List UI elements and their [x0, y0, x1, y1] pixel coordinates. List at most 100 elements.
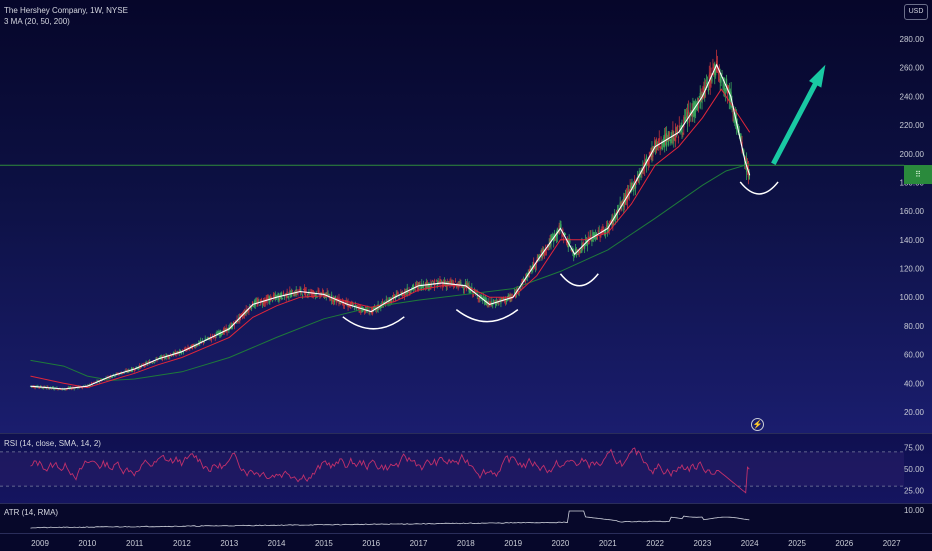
price-tick-label: 80.00	[904, 322, 925, 331]
candle-body	[434, 284, 437, 286]
candle-body	[363, 311, 366, 313]
candle-body	[201, 340, 204, 342]
candle-body	[669, 140, 671, 142]
candle-body	[425, 283, 427, 289]
candle-body	[81, 387, 83, 389]
price-chart-canvas[interactable]: 280.00260.00240.00220.00200.00180.00160.…	[0, 0, 932, 433]
candle-body	[223, 328, 225, 332]
candle-body	[302, 289, 305, 291]
rsi-pane[interactable]: 75.00 50.00 25.00 RSI (14, close, SMA, 14,…	[0, 433, 932, 504]
candle-body	[221, 332, 224, 335]
candle-body	[503, 296, 505, 300]
time-axis[interactable]: 2009 2010 2011 2012 2013 2014 2015 2016 2017 2018…	[0, 533, 932, 551]
atr-tick-label: 10.00	[904, 506, 925, 515]
candle-body	[371, 308, 373, 314]
candle-body	[410, 291, 412, 294]
candle-body	[301, 292, 303, 294]
candle-body	[564, 232, 566, 237]
candle-body	[678, 125, 680, 127]
candle-body	[585, 239, 588, 243]
candle-body	[192, 344, 195, 345]
currency-button[interactable]: USD	[904, 4, 928, 20]
candle-body	[647, 159, 649, 165]
symbol-title[interactable]: The Hershey Company, 1W, NYSE	[4, 6, 128, 15]
candle-body	[464, 282, 467, 288]
candle-body	[343, 304, 346, 306]
rsi-tick-label: 50.00	[904, 465, 925, 474]
candle-body	[655, 142, 657, 147]
candle-body	[271, 300, 274, 302]
candle-body	[570, 248, 572, 251]
candle-body	[255, 301, 257, 303]
candle-body	[563, 237, 565, 240]
candle-body	[715, 72, 717, 76]
candle-body	[544, 252, 546, 255]
candle-body	[649, 152, 651, 156]
candle-body	[320, 293, 322, 297]
candle-body	[108, 377, 110, 379]
candle-body	[113, 376, 115, 378]
candle-body	[224, 328, 226, 331]
candle-body	[215, 333, 217, 336]
candle-body	[344, 300, 346, 305]
candle-body	[211, 334, 214, 336]
price-marker-icon[interactable]: ⠿	[904, 165, 932, 184]
atr-canvas[interactable]: 10.00	[0, 504, 932, 534]
candle-body	[565, 239, 568, 244]
candle-body	[247, 309, 249, 312]
candle-body	[178, 351, 180, 353]
candle-body	[503, 299, 506, 302]
candle-body	[480, 294, 482, 297]
candle-body	[291, 291, 293, 297]
candle-body	[114, 375, 116, 377]
candle-body	[237, 321, 239, 322]
rsi-canvas[interactable]: 75.00 50.00 25.00	[0, 434, 932, 504]
candle-body	[335, 298, 337, 303]
candle-body	[733, 113, 735, 117]
candle-body	[275, 296, 277, 300]
candle-body	[569, 241, 571, 243]
candle-body	[523, 278, 525, 281]
candle-body	[274, 294, 276, 298]
candle-body	[696, 103, 699, 108]
candle-body	[47, 386, 49, 388]
candle-body	[654, 140, 656, 149]
candle-body	[345, 300, 347, 304]
candle-body	[740, 136, 742, 140]
lightning-icon[interactable]: ⚡	[751, 418, 764, 431]
candle-body	[549, 238, 551, 245]
candle-body	[655, 139, 658, 151]
candle-body	[516, 289, 518, 291]
candle-body	[429, 285, 431, 287]
atr-label[interactable]: ATR (14, RMA)	[4, 508, 59, 517]
candle-body	[263, 300, 265, 304]
year-tick-label: 2010	[78, 539, 96, 548]
price-tick-label: 260.00	[900, 64, 925, 73]
candle-body	[671, 137, 673, 139]
candle-body	[301, 295, 304, 297]
candle-body	[605, 225, 608, 227]
candle-body	[472, 290, 474, 295]
candle-body	[698, 96, 700, 98]
rsi-label[interactable]: RSI (14, close, SMA, 14, 2)	[4, 439, 101, 448]
candle-body	[731, 105, 733, 110]
candle-body	[530, 266, 532, 268]
atr-pane[interactable]: 10.00 ATR (14, RMA)	[0, 503, 932, 534]
candle-body	[180, 350, 182, 352]
candle-body	[265, 297, 267, 300]
indicator-label[interactable]: 3 MA (20, 50, 200)	[4, 17, 70, 26]
candle-body	[727, 86, 729, 89]
candle-body	[409, 292, 411, 294]
candle-body	[593, 233, 595, 238]
candle-body	[181, 349, 184, 352]
price-chart-pane[interactable]: 280.00260.00240.00220.00200.00180.00160.…	[0, 0, 932, 433]
candle-body	[112, 373, 114, 376]
candle-body	[495, 300, 497, 306]
candle-body	[385, 299, 387, 302]
candle-body	[58, 388, 60, 390]
candle-body	[641, 169, 643, 174]
candle-body	[552, 236, 554, 238]
support-arc	[342, 316, 405, 330]
candle-body	[748, 172, 750, 180]
candle-body	[210, 337, 213, 340]
